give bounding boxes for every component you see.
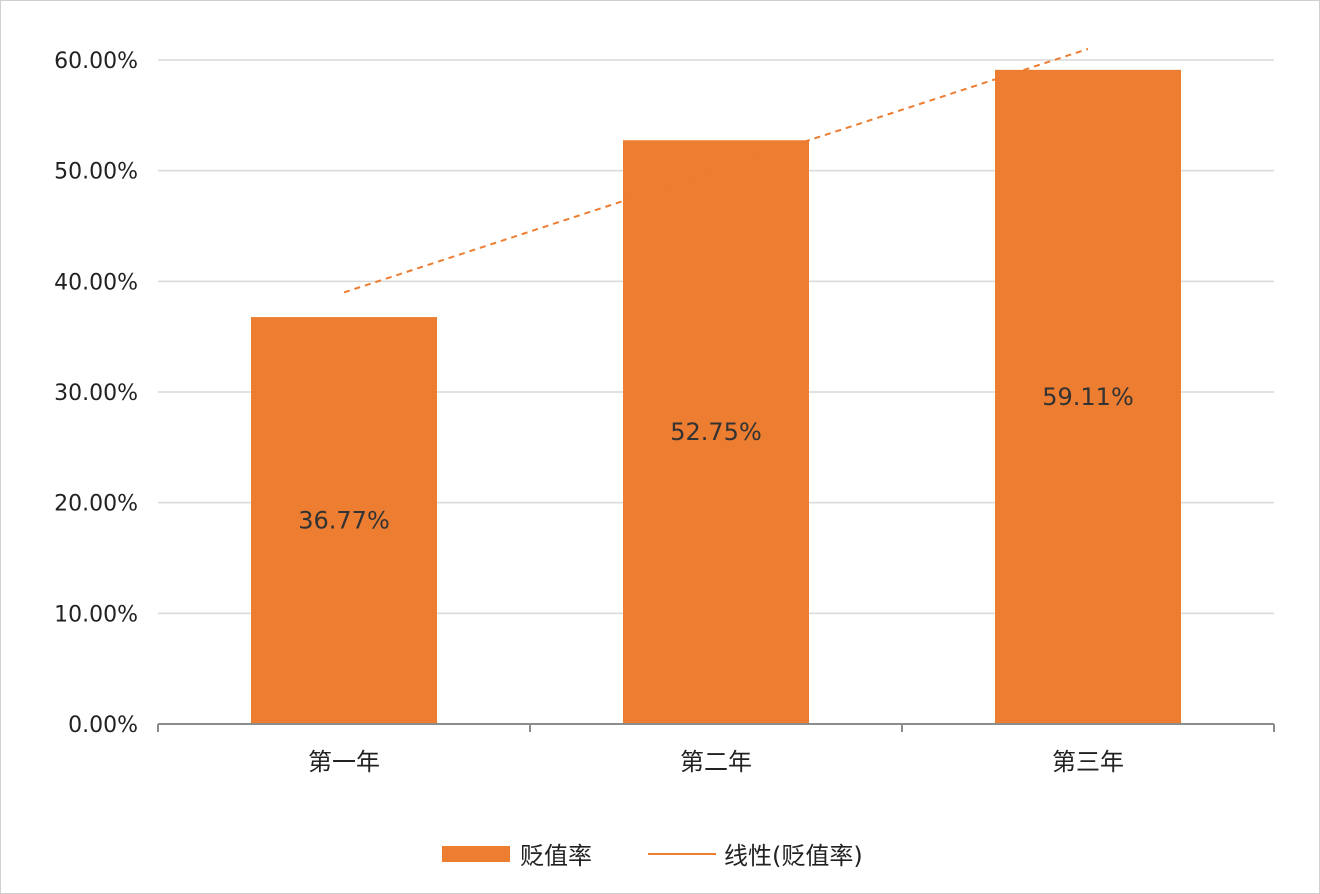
bars (251, 69, 1181, 724)
legend-swatch-bar (442, 846, 510, 862)
legend: 贬值率 线性(贬值率) (442, 842, 863, 870)
y-tick-label: 30.00% (54, 381, 138, 406)
trendline-group (343, 47, 1089, 294)
trendline (343, 47, 1089, 294)
bar-data-label: 59.11% (1042, 383, 1134, 411)
bar-data-label: 36.77% (298, 507, 390, 535)
x-axis-ticks (157, 724, 1275, 732)
y-tick-label: 50.00% (54, 160, 138, 185)
y-tick-label: 40.00% (54, 270, 138, 295)
legend-label-bar: 贬值率 (520, 842, 592, 870)
x-category-label: 第三年 (1052, 748, 1124, 776)
bar (623, 140, 809, 724)
x-axis-category-labels: 第一年 第二年 第三年 (308, 748, 1124, 776)
legend-label-trendline: 线性(贬值率) (724, 842, 863, 870)
bar (995, 69, 1181, 724)
y-tick-label: 20.00% (54, 492, 138, 517)
y-axis-tick-labels: 0.00% 10.00% 20.00% 30.00% 40.00% 50.00% 60.00… (54, 49, 138, 738)
y-tick-label: 10.00% (54, 602, 138, 627)
x-category-label: 第一年 (308, 748, 380, 776)
bar-data-label: 52.75% (670, 418, 762, 446)
y-tick-label: 0.00% (68, 713, 138, 738)
bar (251, 317, 437, 724)
y-tick-label: 60.00% (54, 49, 138, 74)
x-category-label: 第二年 (680, 748, 752, 776)
data-labels: 36.77% 52.75% 59.11% (298, 383, 1134, 535)
